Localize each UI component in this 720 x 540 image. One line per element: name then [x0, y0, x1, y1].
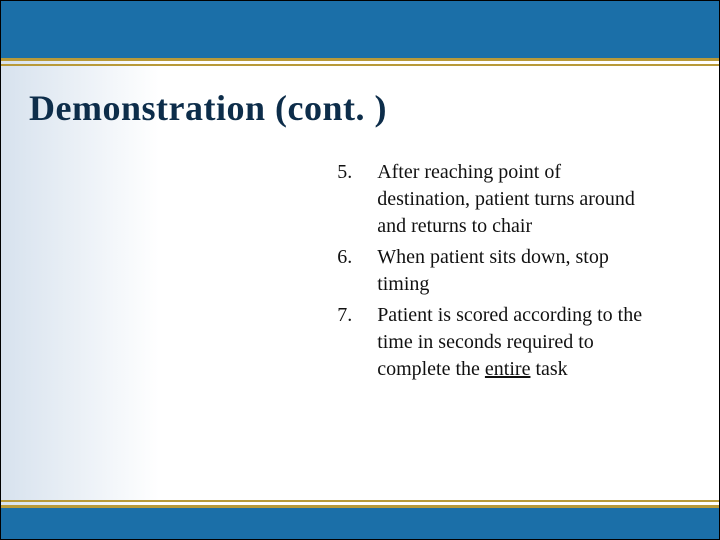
content-area: Demonstration (cont. ) 5. After reaching…	[1, 61, 719, 505]
list-text: When patient sits down, stop timing	[377, 244, 655, 298]
slide: Demonstration (cont. ) 5. After reaching…	[0, 0, 720, 540]
top-band	[1, 1, 719, 61]
bottom-band	[1, 505, 719, 539]
slide-body: 5. After reaching point of destination, …	[25, 129, 695, 495]
list-number: 6.	[333, 244, 377, 271]
list-number: 7.	[333, 302, 377, 329]
list-number: 5.	[333, 159, 377, 186]
numbered-list: 5. After reaching point of destination, …	[333, 159, 655, 383]
slide-title: Demonstration (cont. )	[29, 87, 695, 129]
list-item: 6. When patient sits down, stop timing	[333, 244, 655, 298]
list-item: 5. After reaching point of destination, …	[333, 159, 655, 240]
left-column	[25, 159, 333, 495]
list-item: 7. Patient is scored according to the ti…	[333, 302, 655, 383]
list-text-post: task	[530, 358, 567, 380]
underlined-word: entire	[485, 358, 531, 380]
right-column: 5. After reaching point of destination, …	[333, 159, 695, 495]
list-text: After reaching point of destination, pat…	[377, 159, 655, 240]
list-text: Patient is scored according to the time …	[377, 302, 655, 383]
